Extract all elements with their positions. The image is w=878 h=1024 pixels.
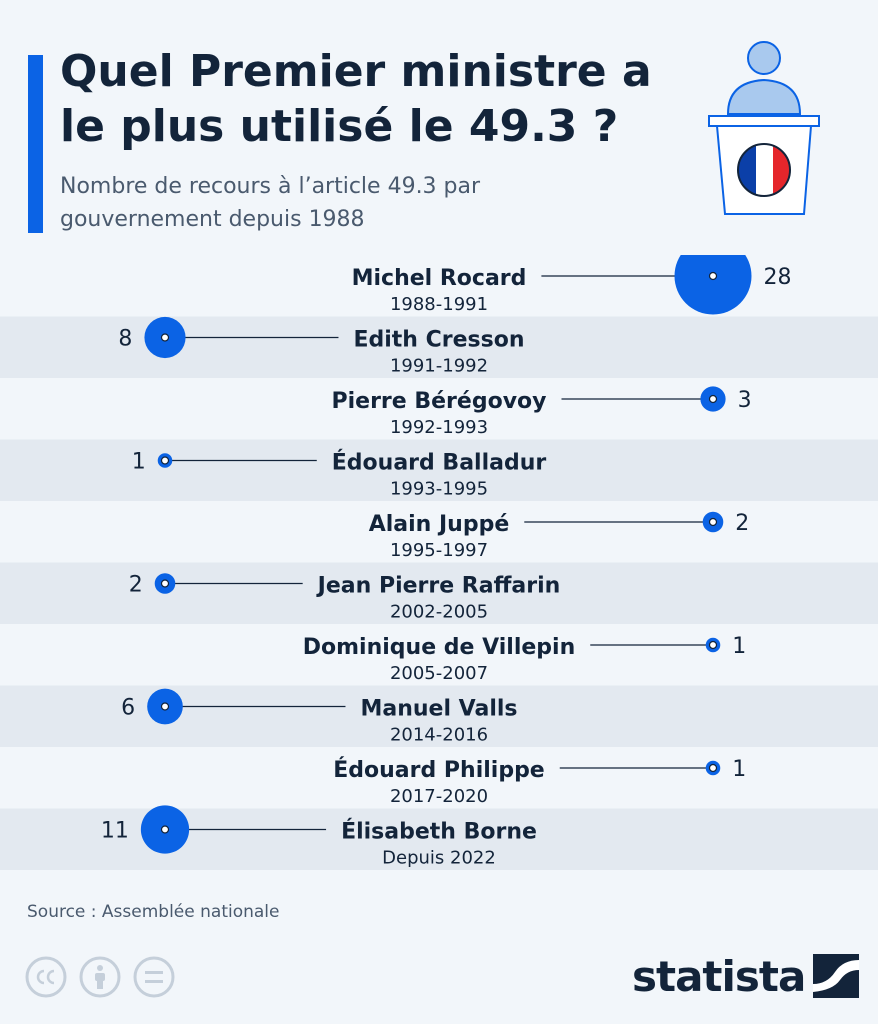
- pm-name-label: Alain Juppé: [369, 512, 510, 537]
- chart-row: Édouard Philippe 2017-2020 1: [333, 757, 746, 807]
- row-stripe: [0, 316, 878, 378]
- value-bubble: [674, 255, 752, 315]
- statista-logo[interactable]: statista: [632, 946, 860, 1006]
- value-label: 8: [118, 327, 132, 352]
- row-stripe: [0, 439, 878, 501]
- pm-period-label: 2014-2016: [390, 725, 488, 746]
- chart-row: Édouard Balladur 1993-1995 1: [0, 439, 878, 501]
- pm-name-label: Édouard Balladur: [332, 450, 547, 476]
- value-label: 2: [735, 511, 749, 536]
- bubble-center-dot: [160, 456, 170, 465]
- pm-name-label: Jean Pierre Raffarin: [316, 574, 561, 599]
- row-stripe: [0, 685, 878, 747]
- chart-row: Élisabeth Borne Depuis 2022 11: [0, 805, 878, 870]
- value-label: 3: [738, 388, 752, 413]
- bubble-center-dot: [160, 333, 170, 342]
- pm-period-label: 1992-1993: [390, 417, 488, 438]
- bubble-center-dot: [708, 394, 718, 404]
- bubble-center-dot: [160, 702, 170, 711]
- attribution-icon: [79, 956, 121, 998]
- license-icons: [25, 956, 175, 998]
- cc-icon: [25, 956, 67, 998]
- bubble-center-dot: [708, 763, 718, 773]
- bubble-center-dot: [708, 517, 718, 527]
- pm-name-label: Edith Cresson: [353, 328, 524, 353]
- chart-row: Pierre Bérégovoy 1992-1993 3: [332, 386, 752, 438]
- pm-name-label: Pierre Bérégovoy: [332, 389, 547, 414]
- pm-name-label: Élisabeth Borne: [341, 819, 537, 845]
- french-flag-icon: [737, 143, 791, 197]
- bubble-center-dot: [160, 825, 170, 834]
- pm-period-label: 1988-1991: [390, 294, 488, 315]
- pm-period-label: 2002-2005: [390, 602, 488, 623]
- source-note: Source : Assemblée nationale: [27, 902, 280, 922]
- chart-row: Dominique de Villepin 2005-2007 1: [303, 634, 747, 684]
- bubble-center-dot: [708, 271, 718, 281]
- title-accent-bar: [28, 55, 43, 233]
- pm-name-label: Dominique de Villepin: [303, 635, 576, 660]
- pm-period-label: 1995-1997: [390, 540, 488, 561]
- pm-name-label: Manuel Valls: [360, 697, 517, 722]
- pm-name-label: Édouard Philippe: [333, 757, 544, 783]
- statista-logo-icon: [813, 954, 860, 998]
- bubble-center-dot: [708, 640, 718, 650]
- row-stripe: [0, 562, 878, 624]
- pm-period-label: 2005-2007: [390, 663, 488, 684]
- chart-title: Quel Premier ministre a le plus utilisé …: [60, 46, 652, 152]
- pm-period-label: 2017-2020: [390, 786, 488, 807]
- chart-row: Alain Juppé 1995-1997 2: [369, 511, 750, 561]
- bubble-center-dot: [160, 579, 170, 588]
- chart-subtitle: Nombre de recours à l’article 49.3 par g…: [60, 174, 481, 232]
- value-label: 28: [764, 265, 792, 290]
- no-derivatives-icon: [133, 956, 175, 998]
- chart-row: Jean Pierre Raffarin 2002-2005 2: [0, 562, 878, 624]
- pm-period-label: Depuis 2022: [382, 848, 496, 869]
- chart-row: Manuel Valls 2014-2016 6: [0, 685, 878, 747]
- value-label: 6: [121, 696, 135, 721]
- value-label: 1: [132, 450, 146, 475]
- value-label: 1: [732, 634, 746, 659]
- chart-row: Edith Cresson 1991-1992 8: [0, 316, 878, 378]
- pm-period-label: 1993-1995: [390, 479, 488, 500]
- value-label: 1: [732, 757, 746, 782]
- chart-row: Michel Rocard 1988-1991 28: [352, 255, 792, 315]
- podium-icon: [708, 41, 820, 215]
- pm-name-label: Michel Rocard: [352, 266, 527, 291]
- logo-text: statista: [632, 951, 806, 1001]
- value-label: 2: [129, 573, 143, 598]
- value-label: 11: [101, 819, 129, 844]
- pm-period-label: 1991-1992: [390, 356, 488, 377]
